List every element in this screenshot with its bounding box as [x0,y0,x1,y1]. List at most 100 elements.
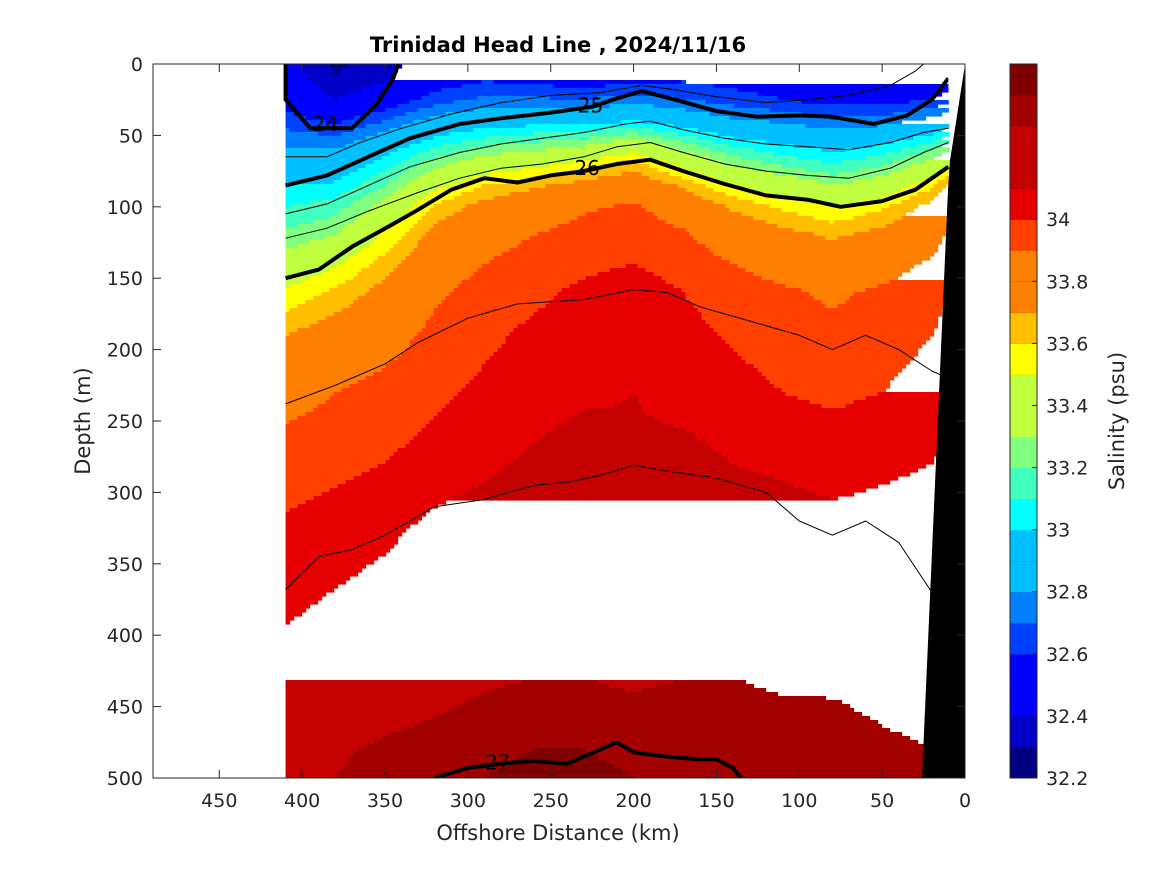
salinity-cell [725,456,935,461]
salinity-cell [693,432,947,437]
salinity-cell [637,152,695,157]
salinity-cell [361,196,387,201]
salinity-cell [397,264,483,269]
density-contour-minor [285,464,933,593]
salinity-cell [585,408,643,413]
salinity-cell [285,276,311,281]
salinity-cell [349,256,379,261]
salinity-cell [285,216,331,221]
salinity-cell [349,304,439,309]
salinity-cell [469,488,807,493]
salinity-cell [417,164,447,169]
salinity-cell [673,124,807,129]
salinity-cell [289,284,339,289]
salinity-cell [529,444,711,449]
salinity-cell [357,252,387,257]
salinity-cell [285,524,411,529]
salinity-cell [937,172,951,177]
salinity-cell [653,212,743,217]
salinity-cell [325,236,379,241]
salinity-cell [825,304,839,309]
y-tick-label: 350 [107,554,143,576]
salinity-cell [473,188,531,193]
salinity-cell [285,188,351,193]
salinity-cell [657,216,755,221]
salinity-cell [333,776,487,778]
salinity-cell [289,332,419,337]
salinity-cell [285,348,407,353]
salinity-cell [853,232,947,237]
salinity-cell [885,152,923,157]
salinity-cell [841,116,927,121]
salinity-cell [817,180,855,185]
salinity-cell [337,212,363,217]
colorbar-segment [1010,498,1037,531]
salinity-cell [485,776,635,778]
salinity-cell [377,464,507,469]
salinity-cell [361,212,407,217]
salinity-cell [637,132,679,137]
salinity-cell [693,192,727,197]
salinity-cell [309,240,375,245]
salinity-cell [913,136,943,141]
salinity-cell [821,404,847,409]
salinity-cell [933,184,947,189]
salinity-cell [837,304,947,309]
salinity-cell [285,280,303,285]
salinity-cell [285,344,411,349]
salinity-cell [385,364,483,369]
y-tick-label: 100 [107,197,143,219]
salinity-cell [697,308,943,313]
contour-label-27: 27 [485,750,510,774]
salinity-cell [621,768,951,773]
salinity-cell [721,452,939,457]
salinity-cell [697,128,943,133]
salinity-cell [501,468,751,473]
salinity-cell [853,400,955,405]
salinity-cell [733,136,915,141]
salinity-cell [285,252,359,257]
salinity-cell [601,128,655,133]
salinity-cell [805,168,859,173]
salinity-cell [689,232,815,237]
salinity-cell [441,712,863,717]
salinity-cell [285,544,395,549]
salinity-cell [685,188,715,193]
salinity-cell [865,156,907,161]
salinity-cell [845,148,903,153]
colorbar-tick-label: 33.8 [1046,271,1088,293]
salinity-cell [565,420,663,425]
salinity-cell [285,748,359,753]
salinity-cell [445,296,555,301]
salinity-cell [349,756,519,761]
salinity-cell [593,752,939,757]
y-tick-label: 50 [119,125,143,147]
salinity-cell [461,280,579,285]
salinity-cell [461,492,819,497]
salinity-cell [285,196,339,201]
salinity-cell [285,92,327,97]
salinity-cell [337,284,375,289]
salinity-cell [341,388,463,393]
salinity-cell [941,168,955,173]
salinity-cell [381,156,411,161]
salinity-cell [285,184,359,189]
salinity-cell [609,684,659,689]
salinity-cell [285,368,383,373]
salinity-cell [705,776,711,778]
salinity-cell [285,472,363,477]
salinity-cell [705,244,939,249]
salinity-cell [353,476,491,481]
x-tick-label: 450 [201,790,237,812]
salinity-cell [713,448,939,453]
salinity-cell [573,180,663,185]
salinity-cell [501,252,715,257]
salinity-cell [413,336,507,341]
salinity-cell [709,324,939,329]
salinity-cell [729,460,935,465]
salinity-cell [353,220,399,225]
salinity-cell [837,236,943,241]
salinity-cell [417,152,455,157]
salinity-cell [577,412,647,417]
